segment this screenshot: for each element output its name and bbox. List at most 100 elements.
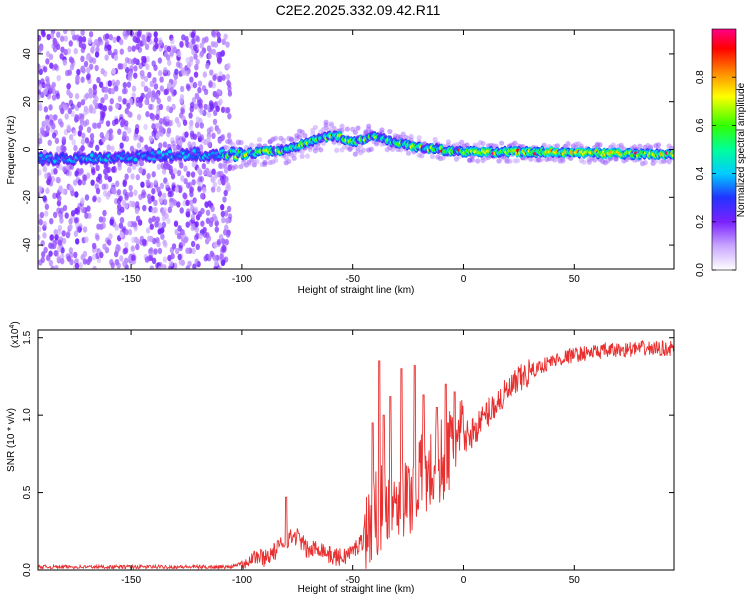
heatmap-noise-cell [80, 46, 86, 54]
heatmap-noise-cell [41, 120, 46, 128]
snr-multiplier-close: ) [10, 321, 21, 324]
snr-x-ticks: -150 -100 -50 0 50 [121, 330, 580, 586]
heatmap-noise-cell [171, 140, 176, 147]
heatmap-noise-cell [158, 196, 163, 204]
heatmap-noise-cell [195, 36, 201, 43]
heatmap-noise-cell [128, 97, 134, 105]
heatmap-noise-cell [168, 165, 173, 172]
heatmap-noise-cell [111, 79, 116, 86]
heatmap-y-axis-label: Frequency (Hz) [6, 116, 17, 185]
heatmap-noise-cell [107, 80, 113, 87]
heatmap-noise-cell [174, 186, 180, 193]
heatmap-noise-cell [156, 240, 161, 248]
heatmap-noise-cell [146, 172, 151, 180]
heatmap-noise-cell [57, 195, 62, 202]
heatmap-noise-cell [186, 61, 192, 69]
heatmap-noise-cell [122, 81, 128, 89]
heatmap-noise-cell [172, 199, 178, 206]
heatmap-halo-cell [647, 145, 654, 151]
heatmap-noise-cell [122, 130, 127, 138]
heatmap-noise-cell [70, 103, 75, 110]
heatmap-noise-cell [80, 76, 85, 83]
heatmap-noise-cell [220, 106, 226, 113]
heatmap-noise-cell [157, 69, 163, 77]
heatmap-noise-cell [48, 113, 54, 121]
heatmap-noise-cell [177, 50, 182, 58]
heatmap-noise-cell [223, 189, 228, 197]
heatmap-noise-cell [66, 82, 72, 90]
heatmap-noise-cell [86, 66, 91, 74]
heatmap-noise-cell [38, 169, 42, 176]
heatmap-noise-cell [102, 34, 108, 41]
heatmap-noise-cell [159, 76, 164, 83]
heatmap-noise-cell [122, 189, 128, 196]
heatmap-noise-cell [161, 215, 167, 222]
heatmap-noise-cell [190, 240, 196, 248]
heatmap-noise-cell [74, 170, 79, 177]
heatmap-noise-cell [193, 71, 199, 78]
heatmap-noise-cell [147, 235, 152, 242]
colorbar-tick-label: 0.0 [695, 263, 706, 277]
heatmap-noise-cell [73, 47, 78, 55]
heatmap-noise-cell [175, 61, 181, 68]
heatmap-noise-cell [80, 197, 85, 204]
heatmap-noise-cell [161, 192, 167, 200]
heatmap-noise-cell [53, 228, 58, 236]
heatmap-noise-cell [216, 31, 221, 39]
heatmap-noise-cell [160, 233, 165, 240]
heatmap-noise-cell [168, 260, 174, 267]
heatmap-noise-cell [221, 179, 226, 186]
heatmap-noise-cell [148, 91, 153, 98]
heatmap-noise-cell [99, 117, 104, 125]
heatmap-noise-cell [205, 209, 211, 216]
heatmap-halo-cell [304, 153, 311, 159]
heatmap-noise-cell [151, 123, 156, 130]
heatmap-noise-cell [226, 184, 232, 192]
heatmap-noise-cell [59, 207, 64, 214]
heatmap-noise-cell [117, 164, 122, 171]
heatmap-halo-cell [296, 134, 303, 140]
heatmap-noise-cell [145, 55, 150, 63]
heatmap-noise-cell [139, 159, 145, 167]
heatmap-noise-cell [127, 228, 133, 236]
heatmap-noise-cell [44, 210, 49, 217]
heatmap-noise-cell [68, 40, 73, 47]
heatmap-noise-cell [220, 246, 225, 253]
heatmap-noise-cell [133, 134, 138, 141]
heatmap-noise-cell [50, 265, 55, 269]
heatmap-noise-cell [152, 45, 157, 52]
heatmap-noise-cell [69, 63, 75, 71]
y-tick-label: -40 [22, 237, 33, 252]
heatmap-noise-cell [68, 184, 73, 191]
heatmap-noise-cell [76, 68, 81, 76]
colorbar-tick-label: 0.4 [695, 166, 706, 180]
heatmap-noise-cell [161, 168, 167, 175]
heatmap-noise-cell [223, 210, 229, 217]
heatmap-noise-cell [80, 65, 86, 72]
heatmap-noise-cell [138, 62, 143, 70]
heatmap-noise-cell [169, 246, 175, 254]
heatmap-noise-cell [179, 40, 184, 48]
heatmap-noise-cell [127, 166, 132, 174]
heatmap-noise-cell [107, 175, 113, 183]
heatmap-noise-cell [74, 262, 80, 269]
heatmap-noise-cell [151, 60, 156, 67]
heatmap-noise-cell [142, 204, 147, 212]
heatmap-noise-cell [172, 45, 177, 52]
heatmap-noise-cell [82, 173, 87, 181]
heatmap-noise-cell [149, 265, 154, 269]
heatmap-noise-cell [151, 130, 156, 137]
heatmap-halo-cell [249, 142, 255, 148]
heatmap-noise-cell [162, 256, 168, 263]
heatmap-noise-cell [210, 186, 216, 193]
heatmap-noise-cell [46, 93, 52, 100]
heatmap-noise-cell [227, 85, 232, 92]
heatmap-noise-cell [61, 230, 66, 237]
heatmap-marks [38, 30, 674, 269]
heatmap-halo-cell [360, 147, 366, 153]
heatmap-noise-cell [66, 230, 71, 237]
heatmap-noise-cell [189, 101, 195, 109]
heatmap-noise-cell [74, 258, 80, 265]
heatmap-noise-cell [84, 194, 90, 201]
heatmap-halo-cell [225, 145, 231, 151]
